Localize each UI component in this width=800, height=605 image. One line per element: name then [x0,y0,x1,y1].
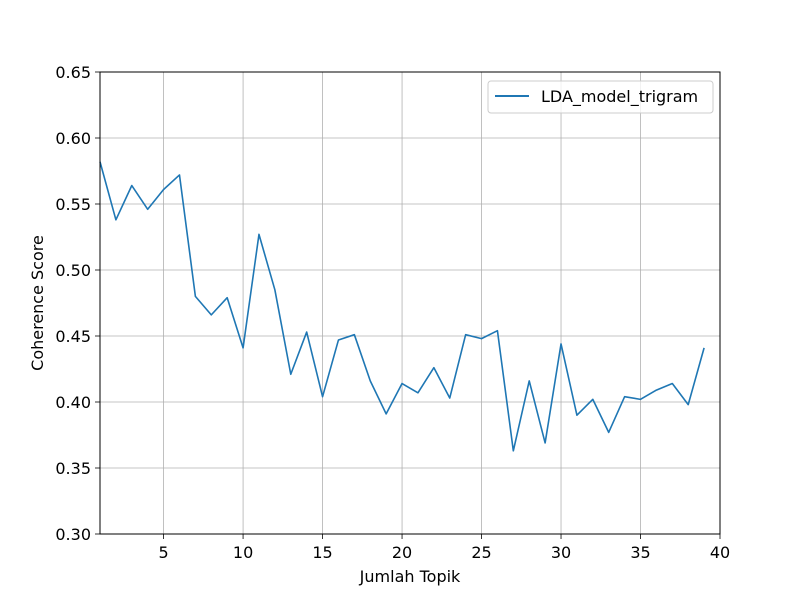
y-tick-label: 0.30 [55,525,91,544]
y-tick-label: 0.65 [55,63,91,82]
data-point [242,347,244,349]
legend-box [487,80,714,114]
data-point [305,331,307,333]
data-point [496,330,498,332]
data-point [226,297,228,299]
y-tick-label: 0.60 [55,129,91,148]
data-point [592,398,594,400]
data-point [480,337,482,339]
legend-label: LDA_model_trigram [541,87,698,107]
data-point [560,343,562,345]
data-point [703,347,705,349]
y-axis-title: Coherence Score [28,235,47,371]
data-point [449,397,451,399]
data-point [608,431,610,433]
series-layer [99,161,705,452]
x-axis: 5 10 15 20 25 30 35 40 [158,534,730,562]
series-line [99,161,705,452]
y-tick-label: 0.55 [55,195,91,214]
data-point [321,396,323,398]
y-tick-label: 0.35 [55,459,91,478]
x-tick-label: 30 [551,543,571,562]
data-point [115,219,117,221]
data-point [146,208,148,210]
grid [100,71,721,535]
data-point [353,333,355,335]
data-point [258,233,260,235]
y-tick-label: 0.50 [55,261,91,280]
data-point [687,403,689,405]
y-axis: 0.30 0.35 0.40 0.45 0.50 0.55 0.60 0.65 [55,63,100,544]
data-point [162,188,164,190]
data-point [401,382,403,384]
data-point [337,339,339,341]
data-point [671,382,673,384]
data-point [512,450,514,452]
x-tick-label: 15 [312,543,332,562]
data-point [369,380,371,382]
data-point [417,392,419,394]
data-point [385,413,387,415]
data-point [290,373,292,375]
y-tick-label: 0.40 [55,393,91,412]
data-point [464,333,466,335]
data-point [544,442,546,444]
data-point [210,314,212,316]
data-point [655,389,657,391]
data-point [639,398,641,400]
data-point [623,396,625,398]
data-point [194,295,196,297]
x-tick-label: 35 [630,543,650,562]
data-point [528,380,530,382]
plot-frame [99,71,721,535]
x-axis-title: Jumlah Topik [359,567,461,586]
x-tick-label: 5 [158,543,168,562]
x-tick-label: 40 [710,543,730,562]
data-point [274,289,276,291]
x-tick-label: 20 [392,543,412,562]
x-tick-label: 10 [233,543,253,562]
data-point [178,174,180,176]
data-point [576,414,578,416]
legend: LDA_model_trigram [487,80,714,114]
y-tick-label: 0.45 [55,327,91,346]
data-point [131,184,133,186]
x-tick-label: 25 [471,543,491,562]
data-point [433,366,435,368]
